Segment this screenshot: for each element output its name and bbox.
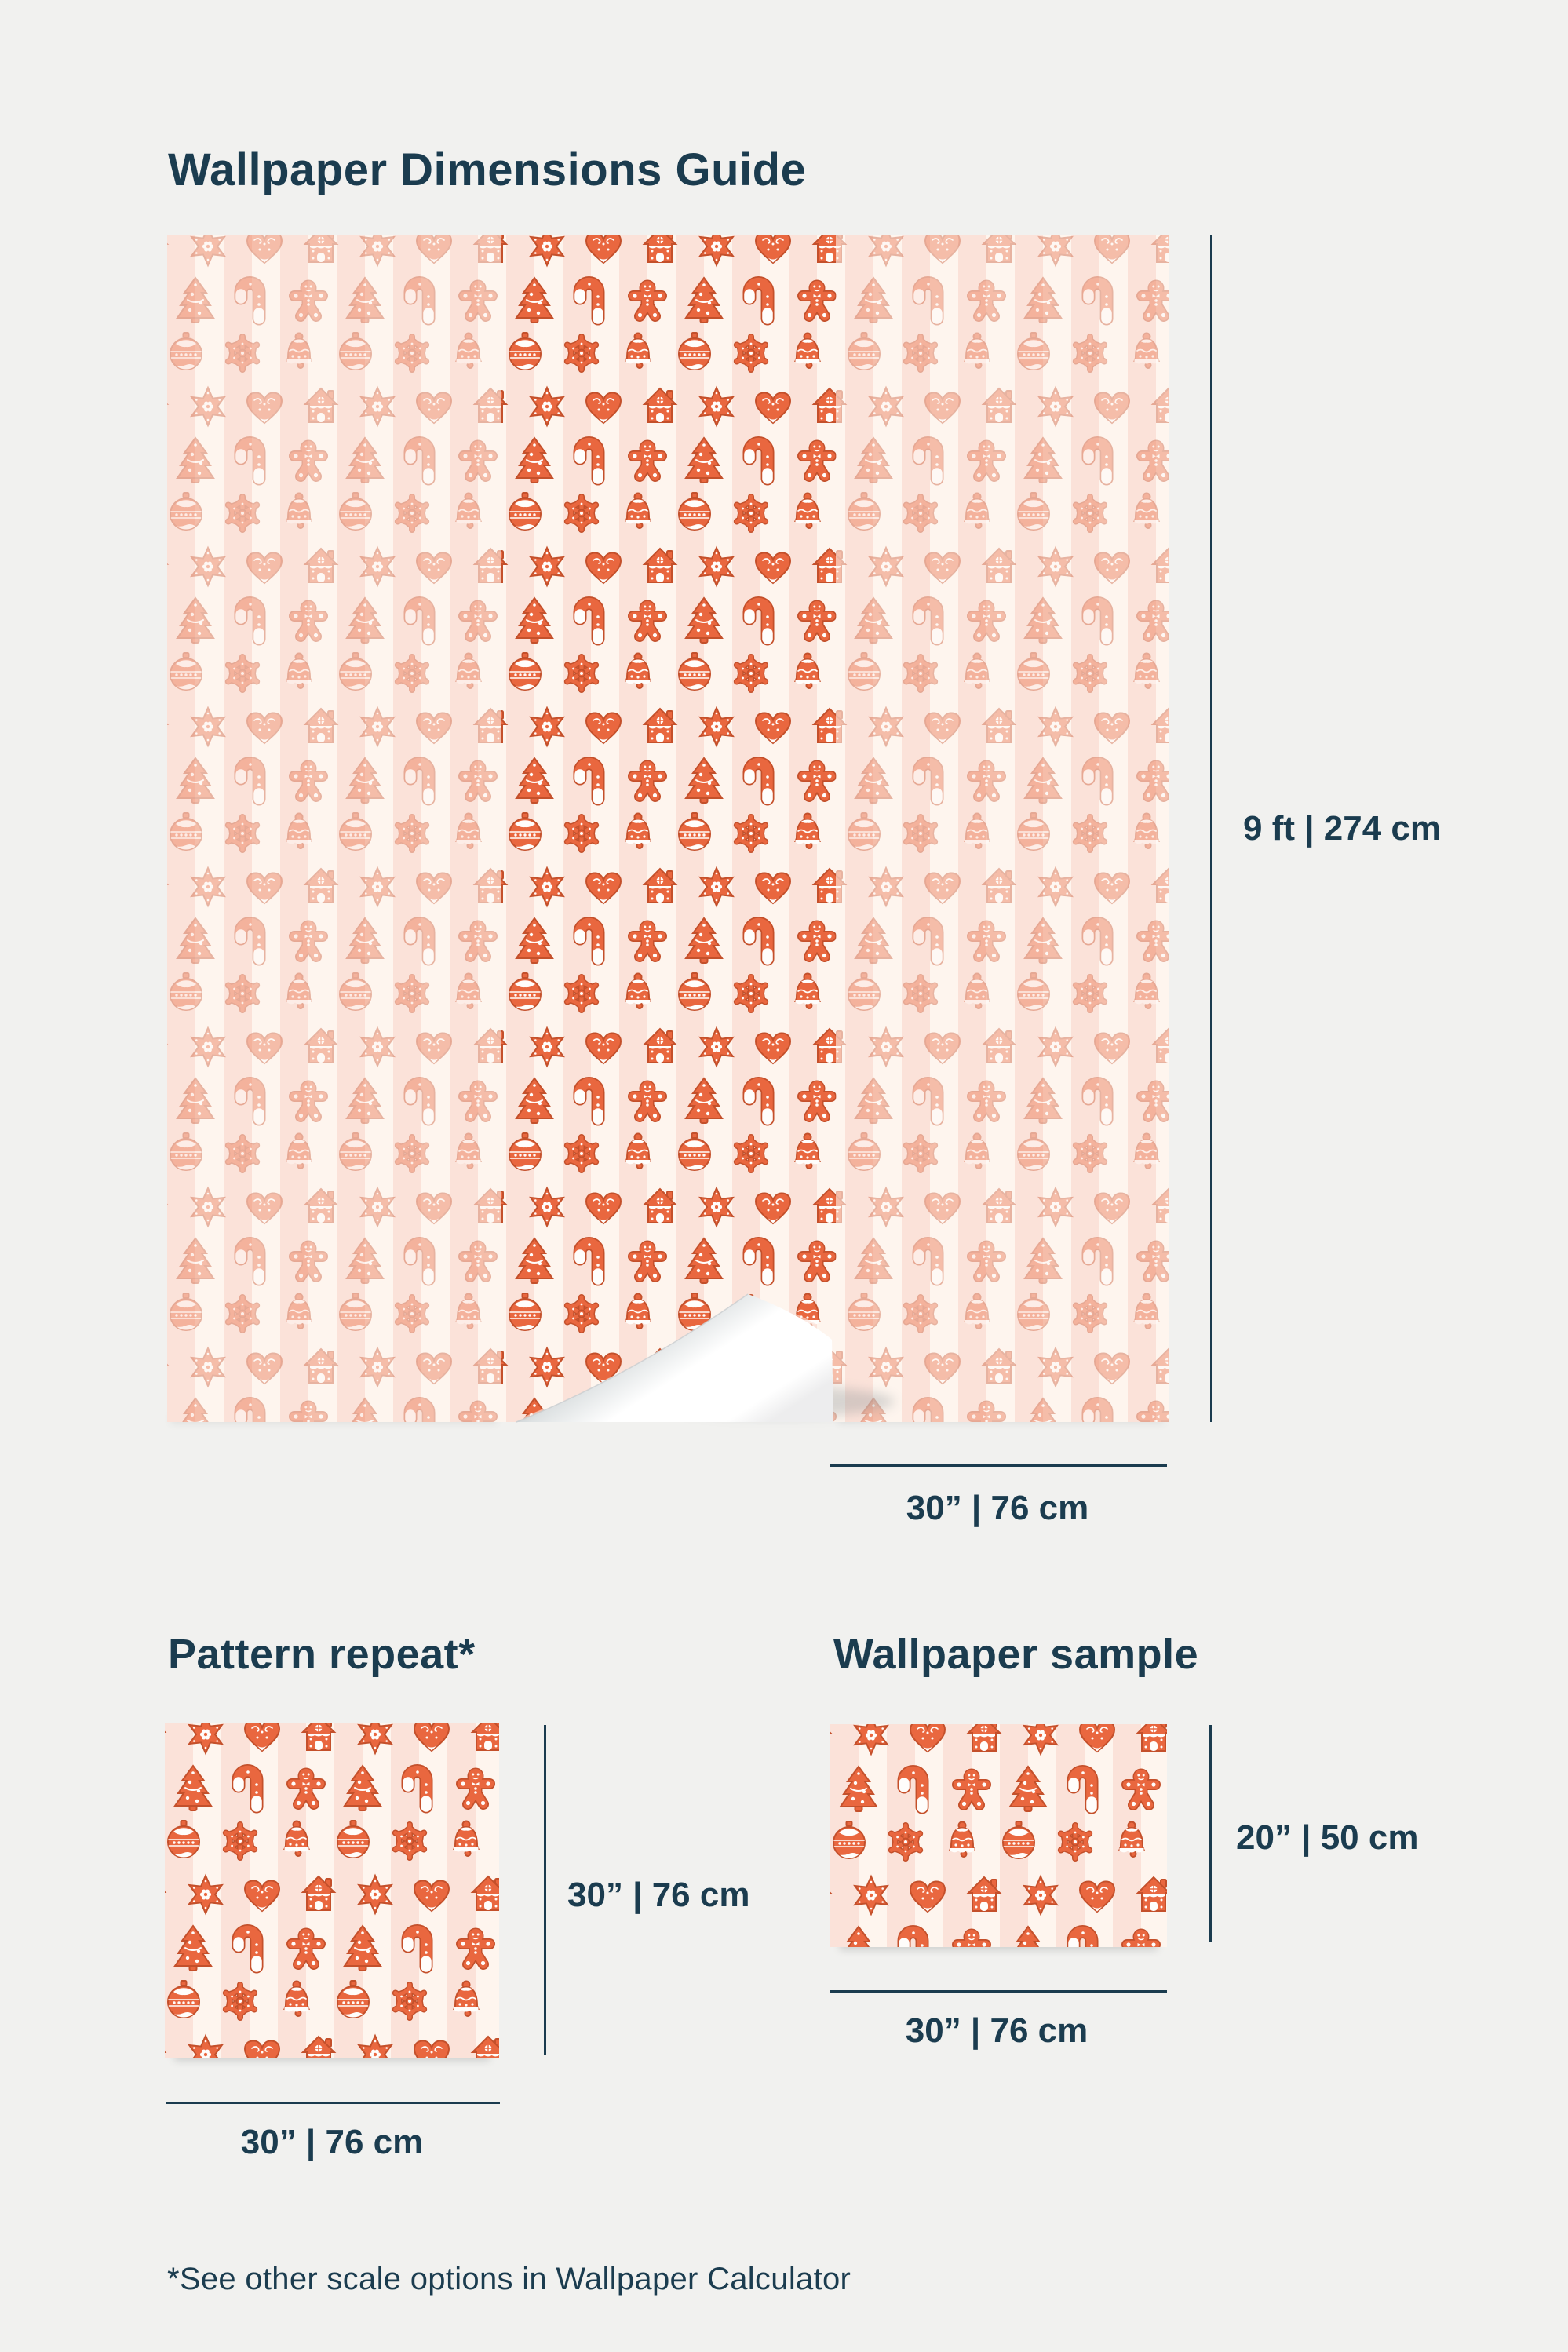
wallpaper-panel — [167, 235, 1169, 1424]
wallpaper-roll-strip — [501, 235, 836, 1422]
repeat-width-dimension-line — [166, 2102, 500, 2104]
repeat-height-dimension-line — [544, 1725, 546, 2055]
pattern-repeat-swatch — [165, 1723, 499, 2061]
repeat-width-label: 30” | 76 cm — [240, 2123, 424, 2161]
repeat-height-label: 30” | 76 cm — [567, 1876, 750, 1914]
page-curl — [516, 1294, 833, 1422]
sample-height-label: 20” | 50 cm — [1236, 1818, 1419, 1857]
sample-height-dimension-line — [1209, 1725, 1212, 1942]
wallpaper-sample-heading: Wallpaper sample — [833, 1631, 1199, 1678]
panel-width-dimension-line — [830, 1464, 1167, 1467]
sample-width-dimension-line — [830, 1990, 1167, 1993]
panel-height-label: 9 ft | 274 cm — [1243, 809, 1441, 848]
panel-width-label: 30” | 76 cm — [906, 1489, 1089, 1527]
panel-height-dimension-line — [1210, 235, 1212, 1422]
wallpaper-sample-swatch — [830, 1724, 1167, 1950]
scale-options-footnote: *See other scale options in Wallpaper Ca… — [167, 2262, 851, 2296]
page-title: Wallpaper Dimensions Guide — [168, 144, 807, 195]
pattern-repeat-heading: Pattern repeat* — [168, 1631, 476, 1678]
sample-width-label: 30” | 76 cm — [905, 2011, 1088, 2050]
